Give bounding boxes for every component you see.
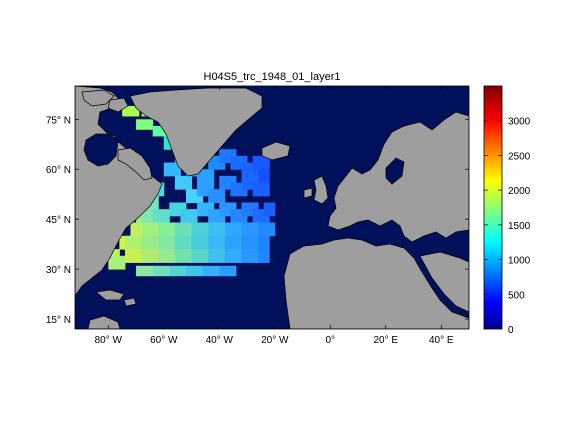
tracer-cell xyxy=(158,222,176,237)
tracer-cell xyxy=(224,235,242,250)
lon-tick-label: 40° W xyxy=(206,335,234,346)
tracer-cell xyxy=(191,249,209,263)
figure-title: H04S5_trc_1948_01_layer1 xyxy=(204,71,341,83)
tracer-cell xyxy=(219,265,237,277)
land-britain xyxy=(303,175,329,205)
land-masses xyxy=(75,86,469,329)
colorbar-tick-label: 2500 xyxy=(508,151,531,162)
tracer-cell xyxy=(191,235,209,250)
lon-tick-label: 80° W xyxy=(95,335,123,346)
colorbar-tick-label: 500 xyxy=(508,290,525,301)
land-arabia xyxy=(419,251,469,313)
tracer-cell xyxy=(208,189,226,204)
tracer-cell xyxy=(136,119,154,130)
land-greenland xyxy=(129,87,263,177)
colorbar: 0 500 1000 1500 2000 2500 3000 xyxy=(483,85,531,336)
tracer-cell xyxy=(152,265,170,277)
lat-tick-label: 30° N xyxy=(46,265,71,276)
colorbar-gradient xyxy=(483,85,503,330)
land-hudson-bay-hole xyxy=(83,133,119,167)
lon-tick-label: 60° W xyxy=(150,335,178,346)
lat-tick-label: 60° N xyxy=(46,165,71,176)
tracer-cell xyxy=(130,222,143,237)
land-scandinavia-gap xyxy=(385,157,405,185)
tracer-cell xyxy=(174,249,193,263)
tracer-cell xyxy=(136,265,154,277)
colorbar-ticks: 0 500 1000 1500 2000 2500 3000 xyxy=(484,117,531,336)
land-africa xyxy=(283,237,469,329)
tracer-cell xyxy=(174,235,193,250)
colorbar-tick-label: 2000 xyxy=(508,186,531,197)
tracer-cell xyxy=(124,235,143,250)
map-ticks: 80° W 60° W 40° W 20° W 0° 20° E 40° E 75° N 60°… xyxy=(46,86,469,346)
tracer-cell xyxy=(152,209,170,223)
lon-tick-label: 20° E xyxy=(373,335,398,346)
lat-tick-label: 75° N xyxy=(46,115,71,126)
tracer-cell xyxy=(158,235,176,250)
tracer-cell xyxy=(197,169,215,184)
tracer-cell xyxy=(152,125,170,137)
tracer-cell xyxy=(169,265,187,277)
tracer-cell xyxy=(122,105,140,117)
tracer-cell xyxy=(224,249,242,263)
map-frame xyxy=(74,85,470,330)
colorbar-tick-label: 1500 xyxy=(508,221,531,232)
tracer-cell xyxy=(252,155,270,170)
tracer-cell xyxy=(191,222,209,237)
tracer-cell xyxy=(208,222,226,237)
lon-tick-label: 40° E xyxy=(429,335,454,346)
colorbar-tick-label: 3000 xyxy=(508,117,531,128)
tracer-cell xyxy=(174,222,193,237)
tracer-cell xyxy=(158,249,176,263)
tracer-cell xyxy=(263,202,276,217)
tracer-cell xyxy=(208,249,226,263)
tracer-cell xyxy=(141,222,159,237)
tracer-cell xyxy=(252,182,270,197)
tracer-cell xyxy=(224,222,242,237)
tracer-cell xyxy=(124,249,143,263)
map-axes: 80° W 60° W 40° W 20° W 0° 20° E 40° E 75° N 60°… xyxy=(46,85,470,346)
tracer-cell xyxy=(141,209,154,223)
tracer-cell xyxy=(147,195,159,210)
tracer-cell xyxy=(163,162,181,177)
tracer-cell xyxy=(108,255,126,270)
lat-tick-label: 45° N xyxy=(46,215,71,226)
tracer-cell xyxy=(241,235,259,250)
tracer-cell xyxy=(241,249,259,263)
tracer-cell xyxy=(185,265,204,277)
lon-tick-label: 20° W xyxy=(261,335,289,346)
tracer-cell xyxy=(258,249,270,263)
land-arctic-islands xyxy=(81,89,129,113)
tracer-cell xyxy=(241,222,259,237)
colorbar-tick-label: 0 xyxy=(508,325,514,336)
tracer-cell xyxy=(258,235,270,250)
tracer-cell xyxy=(258,169,270,184)
tracer-cell xyxy=(174,175,193,190)
land-caribbean xyxy=(87,289,137,329)
colorbar-tick-label: 1000 xyxy=(508,256,531,267)
tracer-cell xyxy=(141,235,159,250)
tracer-cell xyxy=(180,209,198,223)
lat-tick-label: 15° N xyxy=(46,315,71,326)
land-labrador-strip xyxy=(117,147,153,181)
tracer-cell xyxy=(141,249,159,263)
land-iceland xyxy=(261,141,291,161)
tracer-cell xyxy=(258,222,276,237)
lon-tick-label: 0° xyxy=(325,335,335,346)
tracer-cell xyxy=(208,235,226,250)
tracer-cell xyxy=(202,265,220,277)
